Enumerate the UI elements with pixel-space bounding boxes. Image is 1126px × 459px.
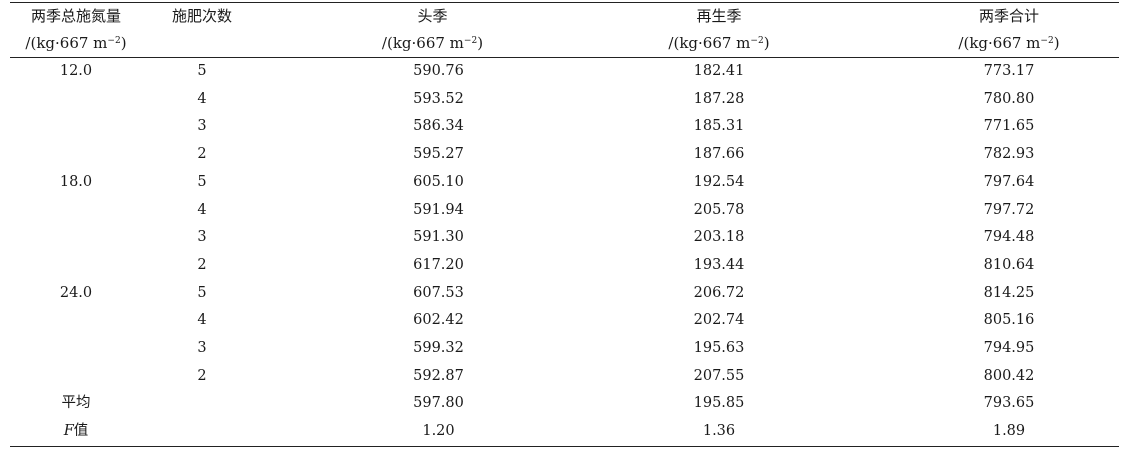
cell-total-nitrogen [10, 86, 142, 114]
cell-first-season: 595.27 [413, 146, 464, 163]
cell-application-times: 5 [197, 173, 207, 190]
mean-ratoon-season: 195.85 [693, 395, 745, 412]
f-times-empty [142, 418, 262, 447]
header-two-season-total: 两季合计 [978, 7, 1039, 25]
header-unit-ratoon-season: /(kg·667 m−2) [545, 30, 853, 58]
cell-ratoon-season: 203.18 [693, 229, 745, 246]
cell-first-season: 599.32 [413, 340, 464, 357]
table-row: 4 602.42 202.74 805.16 [10, 307, 1119, 335]
f-first-season: 1.20 [262, 418, 545, 447]
cell-ratoon-season: 187.28 [693, 90, 745, 107]
cell-total-nitrogen [10, 113, 142, 141]
cell-first-season: 607.53 [413, 284, 464, 301]
table-body: 12.0 5 590.76 182.41 773.17 4 593.52 187.28 780.… [10, 58, 1119, 447]
table-row: 3 586.34 185.31 771.65 [10, 113, 1119, 141]
cell-ratoon-season: 193.44 [693, 256, 745, 273]
cell-two-season-total: 771.65 [983, 118, 1035, 135]
table-row: 2 592.87 207.55 800.42 [10, 363, 1119, 391]
cell-ratoon-season: 182.41 [693, 63, 745, 79]
cell-total-nitrogen: 12.0 [59, 63, 93, 79]
cell-ratoon-season: 185.31 [693, 118, 745, 135]
cell-total-nitrogen [10, 141, 142, 169]
table-row: 2 617.20 193.44 810.64 [10, 252, 1119, 280]
table-row: 24.0 5 607.53 206.72 814.25 [10, 280, 1119, 308]
table-row: 3 591.30 203.18 794.48 [10, 224, 1119, 252]
cell-two-season-total: 800.42 [983, 367, 1035, 384]
cell-first-season: 590.76 [413, 63, 464, 79]
table-row: 18.0 5 605.10 192.54 797.64 [10, 169, 1119, 197]
table-row: 4 593.52 187.28 780.80 [10, 86, 1119, 114]
cell-total-nitrogen [10, 335, 142, 363]
nitrogen-yield-table: 两季总施氮量 施肥次数 头季 再生季 两季合计 /(kg·667 m−2) /(… [10, 2, 1119, 447]
cell-application-times: 4 [197, 90, 207, 107]
cell-first-season: 602.42 [413, 312, 464, 329]
mean-two-season-total: 793.65 [983, 395, 1035, 412]
cell-two-season-total: 782.93 [983, 146, 1035, 163]
mean-first-season: 597.80 [413, 395, 464, 412]
header-row-2: /(kg·667 m−2) /(kg·667 m−2) /(kg·667 m−2… [10, 30, 1119, 58]
cell-application-times: 4 [197, 312, 207, 329]
f-value-row: F值 1.20 1.36 1.89 [10, 418, 1119, 447]
cell-first-season: 591.30 [413, 229, 464, 246]
cell-first-season: 592.87 [413, 367, 464, 384]
table-row: 3 599.32 195.63 794.95 [10, 335, 1119, 363]
cell-application-times: 5 [197, 284, 207, 301]
mean-row: 平均 597.80 195.85 793.65 [10, 390, 1119, 418]
table-row: 4 591.94 205.78 797.72 [10, 197, 1119, 225]
cell-two-season-total: 794.48 [983, 229, 1035, 246]
cell-two-season-total: 797.72 [983, 201, 1035, 218]
cell-ratoon-season: 206.72 [693, 284, 745, 301]
f-two-season-total: 1.89 [853, 418, 1119, 447]
header-unit-empty [142, 30, 262, 58]
cell-ratoon-season: 207.55 [693, 367, 745, 384]
header-first-season: 头季 [417, 7, 448, 25]
cell-two-season-total: 794.95 [983, 340, 1035, 357]
cell-total-nitrogen [10, 197, 142, 225]
cell-ratoon-season: 192.54 [693, 173, 745, 190]
cell-total-nitrogen [10, 252, 142, 280]
cell-application-times: 2 [197, 256, 207, 273]
f-ratoon-season: 1.36 [545, 418, 853, 447]
table-row: 2 595.27 187.66 782.93 [10, 141, 1119, 169]
cell-total-nitrogen [10, 307, 142, 335]
header-unit-two-season-total: /(kg·667 m−2) [853, 30, 1119, 58]
f-value-label: F值 [10, 418, 142, 447]
cell-two-season-total: 773.17 [983, 63, 1035, 79]
cell-first-season: 617.20 [413, 256, 464, 273]
cell-first-season: 586.34 [413, 118, 464, 135]
cell-two-season-total: 797.64 [983, 173, 1035, 190]
header-application-times: 施肥次数 [171, 7, 232, 25]
header-unit-total-nitrogen: /(kg·667 m−2) [10, 30, 142, 58]
cell-ratoon-season: 202.74 [693, 312, 745, 329]
header-unit-first-season: /(kg·667 m−2) [262, 30, 545, 58]
cell-ratoon-season: 195.63 [693, 340, 745, 357]
cell-two-season-total: 780.80 [983, 90, 1035, 107]
cell-first-season: 591.94 [413, 201, 464, 218]
cell-total-nitrogen [10, 363, 142, 391]
cell-total-nitrogen [10, 224, 142, 252]
cell-application-times: 5 [197, 63, 207, 79]
header-total-nitrogen: 两季总施氮量 [30, 7, 121, 25]
cell-ratoon-season: 187.66 [693, 146, 745, 163]
cell-application-times: 2 [197, 146, 207, 163]
header-ratoon-season: 再生季 [696, 7, 742, 25]
cell-ratoon-season: 205.78 [693, 201, 745, 218]
cell-two-season-total: 810.64 [983, 256, 1035, 273]
cell-application-times: 4 [197, 201, 207, 218]
mean-times-empty [142, 390, 262, 418]
cell-application-times: 2 [197, 367, 207, 384]
cell-total-nitrogen: 18.0 [59, 173, 93, 190]
cell-application-times: 3 [197, 229, 207, 246]
header-row-1: 两季总施氮量 施肥次数 头季 再生季 两季合计 [10, 2, 1119, 31]
cell-application-times: 3 [197, 118, 207, 135]
cell-first-season: 605.10 [413, 173, 464, 190]
table-row: 12.0 5 590.76 182.41 773.17 [10, 58, 1119, 86]
cell-application-times: 3 [197, 340, 207, 357]
cell-two-season-total: 814.25 [983, 284, 1035, 301]
cell-first-season: 593.52 [413, 90, 464, 107]
mean-label: 平均 [61, 395, 91, 412]
cell-total-nitrogen: 24.0 [59, 284, 93, 301]
cell-two-season-total: 805.16 [983, 312, 1035, 329]
